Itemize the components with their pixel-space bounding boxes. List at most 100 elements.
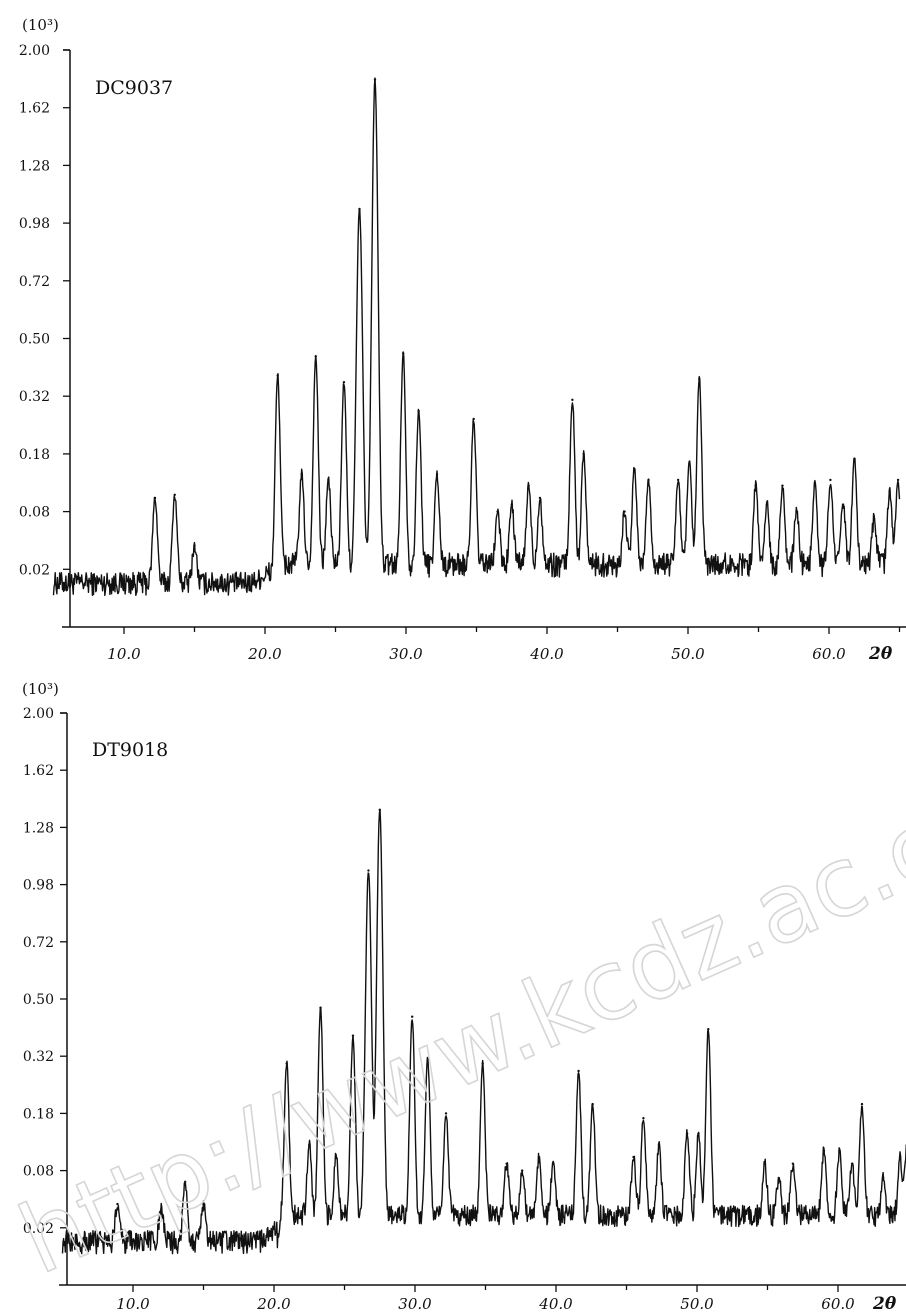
peak-point bbox=[781, 484, 784, 487]
y-tick-label: 1.62 bbox=[23, 763, 54, 779]
peak-point bbox=[334, 1155, 338, 1159]
peak-point bbox=[435, 473, 439, 476]
peak-point bbox=[505, 1162, 508, 1165]
peak-point bbox=[496, 510, 499, 513]
y-tick-label: 0.98 bbox=[19, 216, 50, 232]
y-unit-label: (10³) bbox=[22, 680, 59, 698]
peak-point bbox=[633, 467, 636, 471]
x-tick-label: 50.0 bbox=[671, 645, 705, 663]
peak-point bbox=[642, 1117, 645, 1120]
peak-point bbox=[881, 1176, 885, 1180]
peak-point bbox=[591, 1102, 594, 1106]
peak-point bbox=[685, 1132, 689, 1135]
x-tick-label: 60.0 bbox=[812, 645, 846, 663]
peak-point bbox=[697, 1132, 700, 1135]
peak-point bbox=[850, 1162, 854, 1165]
peak-point bbox=[173, 493, 176, 496]
peak-point bbox=[444, 1112, 448, 1115]
peak-point bbox=[327, 478, 330, 482]
y-tick-label: 0.08 bbox=[23, 1164, 54, 1180]
diffraction-trace-dc9037 bbox=[52, 77, 901, 597]
peak-point bbox=[351, 1034, 355, 1037]
peak-point bbox=[822, 1149, 826, 1153]
y-tick-label: 0.50 bbox=[19, 332, 50, 348]
x-tick-label: 40.0 bbox=[529, 645, 564, 663]
peak-point bbox=[417, 409, 420, 413]
peak-point bbox=[202, 1202, 205, 1206]
peak-point bbox=[342, 380, 346, 384]
y-tick-group: 0.02 0.08 0.18 0.32 0.50 0.72 0.98 1.28 … bbox=[23, 706, 67, 1237]
peak-point bbox=[160, 1208, 163, 1211]
peak-point bbox=[116, 1202, 119, 1206]
peak-point bbox=[183, 1180, 187, 1184]
sample-label: DT9018 bbox=[92, 739, 168, 761]
peak-point bbox=[520, 1169, 524, 1172]
y-tick-label: 0.72 bbox=[23, 935, 54, 951]
x-tick-label: 60.0 bbox=[821, 1295, 855, 1313]
peak-point bbox=[510, 503, 513, 506]
peak-point bbox=[765, 503, 769, 506]
y-tick-label: 0.32 bbox=[23, 1049, 54, 1065]
y-tick-label: 0.50 bbox=[23, 992, 54, 1008]
y-tick-label: 2.00 bbox=[19, 43, 50, 59]
sample-label: DC9037 bbox=[95, 77, 173, 99]
y-tick-label: 0.02 bbox=[23, 1221, 54, 1237]
peak-point bbox=[378, 808, 381, 812]
peak-point bbox=[285, 1062, 288, 1065]
x-tick-label: 30.0 bbox=[398, 1295, 432, 1313]
peak-point bbox=[754, 484, 757, 487]
peak-point bbox=[308, 1143, 311, 1147]
diffraction-trace-dt9018 bbox=[61, 808, 906, 1255]
peak-point bbox=[838, 1149, 841, 1153]
y-tick-label: 0.08 bbox=[19, 505, 50, 521]
peak-point bbox=[657, 1143, 661, 1147]
x-tick-label: 20.0 bbox=[247, 645, 282, 663]
x-tick-label: 30.0 bbox=[389, 645, 423, 663]
peak-point bbox=[481, 1062, 484, 1065]
peak-point bbox=[841, 503, 845, 506]
peak-point bbox=[527, 484, 530, 487]
peak-point bbox=[571, 398, 574, 402]
peak-point bbox=[777, 1176, 780, 1180]
y-tick-group: 0.02 0.08 0.18 0.32 0.50 0.72 0.98 1.28 … bbox=[19, 43, 70, 578]
peak-point bbox=[551, 1162, 555, 1165]
peak-point bbox=[410, 1015, 414, 1018]
peak-point bbox=[426, 1058, 429, 1062]
peak-point bbox=[314, 355, 317, 358]
peak-point bbox=[319, 1006, 322, 1009]
peak-point bbox=[829, 478, 832, 482]
x-tick-label: 50.0 bbox=[680, 1295, 714, 1313]
peak-point bbox=[577, 1069, 580, 1073]
peak-point bbox=[688, 462, 691, 465]
peak-point bbox=[300, 473, 303, 476]
x-tick-group: 10.0 20.0 30.0 40.0 50.0 60.0 bbox=[107, 627, 901, 663]
peak-point bbox=[896, 478, 900, 482]
chart-panel-dt9018: (10³) DT9018 0.02 0.08 0.18 0.32 0.50 0.… bbox=[22, 680, 906, 1314]
peak-point bbox=[791, 1162, 795, 1165]
y-tick-label: 1.28 bbox=[19, 158, 50, 174]
peak-point bbox=[537, 1155, 541, 1159]
peak-point bbox=[623, 510, 626, 513]
y-tick-label: 0.32 bbox=[19, 389, 50, 405]
peak-point bbox=[872, 517, 876, 521]
peak-point bbox=[632, 1155, 635, 1159]
peak-point bbox=[888, 490, 891, 493]
peak-point bbox=[153, 496, 157, 500]
peak-point bbox=[698, 377, 701, 381]
y-tick-label: 0.02 bbox=[19, 562, 50, 578]
peak-point bbox=[898, 1155, 902, 1159]
y-tick-label: 1.28 bbox=[23, 820, 54, 836]
peak-point bbox=[813, 484, 817, 487]
chart-panel-dc9037: (10³) DC9037 0.02 0.08 0.18 0.32 0.50 0.… bbox=[19, 16, 906, 664]
x-tick-label: 10.0 bbox=[107, 645, 141, 663]
peak-point bbox=[647, 478, 650, 482]
x-tick-label: 10.0 bbox=[116, 1295, 150, 1313]
y-tick-label: 1.62 bbox=[19, 101, 50, 117]
peak-point bbox=[276, 374, 279, 377]
peak-point bbox=[373, 78, 377, 81]
x-tick-group: 10.0 20.0 30.0 40.0 50.0 60.0 bbox=[116, 1285, 855, 1313]
peak-point bbox=[860, 1102, 864, 1106]
y-tick-label: 0.72 bbox=[19, 274, 50, 290]
peak-point bbox=[358, 207, 361, 211]
